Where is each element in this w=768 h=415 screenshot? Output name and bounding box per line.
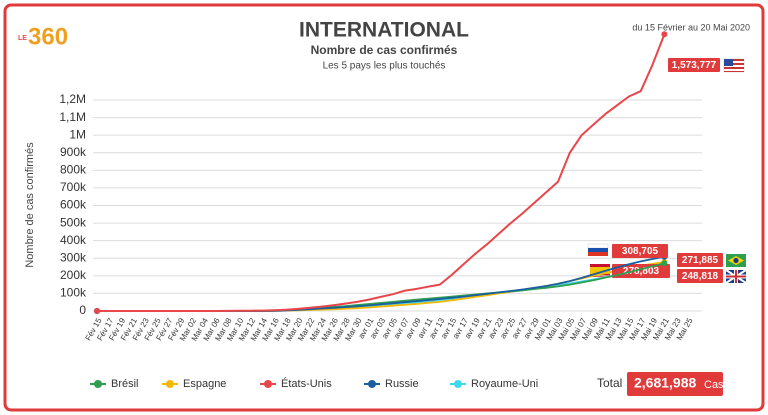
value-label: 278,803 [623,266,660,277]
y-tick-label: 400k [60,233,87,247]
value-label: 271,885 [682,255,719,266]
flag-uk [725,269,747,284]
y-tick-label: 900k [60,145,87,159]
legend-label: Russie [385,378,419,390]
y-tick-label: 800k [60,163,87,177]
legend-marker [94,380,102,388]
value-label-box [677,253,723,267]
legend-marker [264,380,272,388]
y-tick-label: 1,1M [59,110,86,124]
flag-us [723,58,745,73]
value-label-box [677,269,723,283]
y-tick-label: 0 [79,303,86,317]
flag-br [726,254,746,267]
value-label-box [612,264,670,278]
frame [3,3,765,412]
total-unit: Cas [704,379,724,391]
value-label: 248,818 [682,271,719,282]
y-tick-label: 600k [60,198,87,212]
total-value: 2,681,988 [634,375,696,391]
total-label: Total [597,376,622,390]
y-tick-label: 1,2M [59,92,86,106]
date-range: du 15 Février au 20 Mai 2020 [632,22,750,32]
y-tick-label: 1M [69,127,86,141]
legend-label: États-Unis [281,377,332,390]
value-label-box [612,244,668,258]
y-tick-label: 700k [60,180,87,194]
legend-marker [368,380,376,388]
legend-marker [166,380,174,388]
end-point [661,260,668,267]
y-tick-label: 500k [60,215,87,229]
y-tick-label: 200k [60,268,87,282]
logo-prefix: LE [18,35,27,42]
logo: 360 [28,23,68,50]
flag-ru [587,243,609,256]
value-label: 1,573,777 [672,60,717,71]
legend-label: Royaume-Uni [471,378,538,390]
chart-subtitle2: Les 5 pays les plus touchés [323,61,446,72]
start-point [94,307,100,314]
y-tick-label: 300k [60,250,87,264]
legend-label: Brésil [111,378,139,390]
total-box [627,372,723,396]
series-line [97,33,666,312]
y-tick-label: 100k [60,286,87,300]
value-label-box [668,58,720,72]
chart-subtitle: Nombre de cas confirmés [311,43,458,57]
legend-marker [454,380,462,388]
value-label: 308,705 [622,246,659,257]
chart-title: INTERNATIONAL [299,19,469,42]
end-point [661,31,668,38]
y-axis-title: Nombre de cas confirmés [24,142,36,268]
legend-label: Espagne [183,378,226,390]
